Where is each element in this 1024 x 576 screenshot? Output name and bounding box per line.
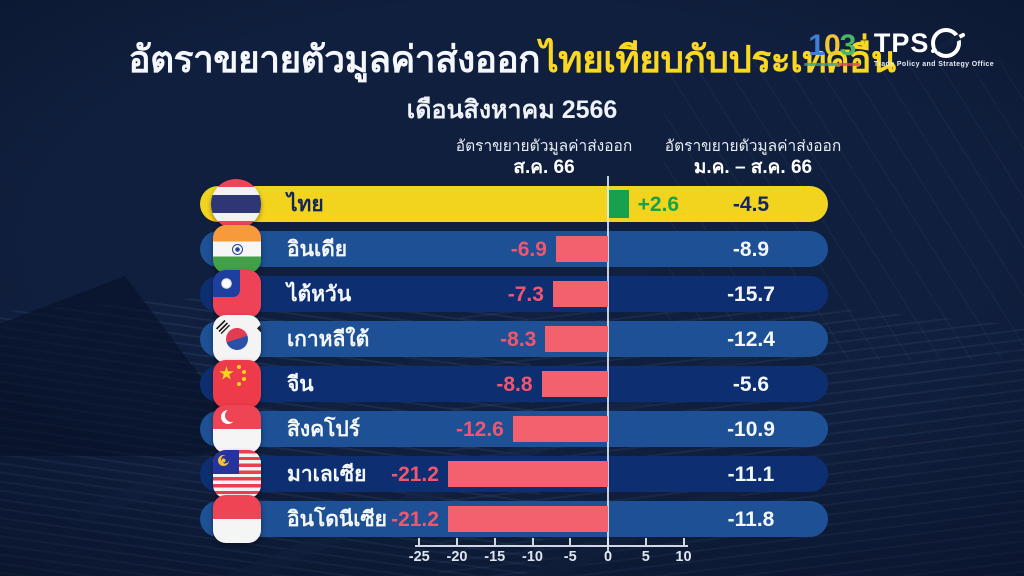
page-title: อัตราขยายตัวมูลค่าส่งออกไทยเทียบกับประเท… xyxy=(0,39,1024,81)
column-header-august-line2: ส.ค. 66 xyxy=(513,157,575,179)
axis-tick xyxy=(456,538,458,546)
aug-growth-bar xyxy=(447,506,608,532)
axis-tick xyxy=(644,538,647,546)
country-flag-icon xyxy=(213,270,261,318)
ytd-growth-value: -8.9 xyxy=(732,238,770,261)
country-label: อินโดนีเซีย xyxy=(287,508,387,531)
country-row: ไทย +2.6 -4.5 xyxy=(0,179,1024,229)
country-flag-icon xyxy=(211,179,261,229)
aug-growth-value: -21.2 xyxy=(391,463,439,486)
column-header-august: อัตราขยายตัวมูลค่าส่งออก ส.ค. 66 xyxy=(418,137,670,180)
aug-growth-bar xyxy=(512,416,608,442)
column-header-ytd-line1: อัตราขยายตัวมูลค่าส่งออก xyxy=(664,138,842,155)
ytd-growth-value: -5.6 xyxy=(732,373,770,396)
country-label: มาเลเซีย xyxy=(287,463,367,486)
tpso-letters: TPS xyxy=(873,27,930,58)
column-header-ytd: อัตราขยายตัวมูลค่าส่งออก ม.ค. – ส.ค. 66 xyxy=(642,137,864,180)
axis-tick xyxy=(493,538,496,546)
logo-group: 103 TPS Trade Policy and Strategy Office xyxy=(803,28,994,68)
aug-growth-bar xyxy=(609,190,629,218)
ytd-growth-value: -4.5 xyxy=(732,193,770,216)
country-label: สิงคโปร์ xyxy=(287,418,361,441)
axis-tick xyxy=(418,538,421,546)
country-label: ไทย xyxy=(287,193,324,216)
aug-growth-bar xyxy=(447,461,608,487)
country-row: ไต้หวัน -7.3 -15.7 xyxy=(0,270,1024,318)
tpso-logo: TPS Trade Policy and Strategy Office xyxy=(874,28,994,68)
digit-1: 1 xyxy=(808,28,825,62)
country-flag-icon xyxy=(213,495,261,543)
country-row: อินโดนีเซีย -21.2 -11.8 xyxy=(0,495,1024,543)
ytd-growth-value: -11.8 xyxy=(727,508,775,531)
aug-growth-value: -12.6 xyxy=(456,418,504,441)
digit-3: 3 xyxy=(839,28,857,62)
country-flag-icon xyxy=(213,315,261,363)
digit-0: 0 xyxy=(823,28,841,62)
zero-axis-line xyxy=(607,176,609,553)
axis-tick-label: 10 xyxy=(675,549,692,565)
title-white-part: อัตราขยายตัวมูลค่าส่งออก xyxy=(128,39,541,80)
aug-growth-bar xyxy=(541,371,608,397)
title-yellow-part: ไทยเทียบกับประเทศอื่น xyxy=(540,39,896,80)
axis-tick xyxy=(531,538,534,546)
tpso-wordmark: TPS xyxy=(874,28,994,58)
country-flag-icon xyxy=(213,360,261,408)
ytd-growth-value: -10.9 xyxy=(727,418,775,441)
country-label: ไต้หวัน xyxy=(287,283,352,306)
aug-growth-value: -8.8 xyxy=(496,373,533,396)
ytd-growth-value: -15.7 xyxy=(727,283,775,306)
country-row: มาเลเซีย -21.2 -11.1 xyxy=(0,450,1024,498)
country-row: อินเดีย -6.9 -8.9 xyxy=(0,225,1024,273)
column-header-august-line1: อัตราขยายตัวมูลค่าส่งออก xyxy=(455,138,633,155)
ytd-growth-value: -11.1 xyxy=(727,463,775,486)
country-flag-icon xyxy=(213,450,261,498)
country-row: เกาหลีใต้ -8.3 -12.4 xyxy=(0,315,1024,363)
aug-growth-bar xyxy=(552,281,608,307)
anniversary-logo-underline xyxy=(803,62,860,66)
axis-tick xyxy=(682,538,685,546)
aug-growth-value: -7.3 xyxy=(507,283,544,306)
country-row: สิงคโปร์ -12.6 -10.9 xyxy=(0,405,1024,453)
column-header-ytd-line2: ม.ค. – ส.ค. 66 xyxy=(693,157,813,179)
country-flag-icon xyxy=(213,405,261,453)
aug-growth-value: -6.9 xyxy=(510,238,547,261)
country-label: เกาหลีใต้ xyxy=(287,328,370,351)
tpso-tagline: Trade Policy and Strategy Office xyxy=(873,61,994,68)
axis-tick xyxy=(569,538,572,546)
country-flag-icon xyxy=(213,225,261,273)
country-label: อินเดีย xyxy=(287,238,348,261)
aug-growth-value: +2.6 xyxy=(637,193,680,216)
ytd-growth-value: -12.4 xyxy=(727,328,775,351)
page-subtitle: เดือนสิงหาคม 2566 xyxy=(406,96,618,124)
tpso-plane-o-icon xyxy=(931,28,962,58)
aug-growth-bar xyxy=(545,326,608,352)
aug-growth-bar xyxy=(555,236,608,262)
aug-growth-value: -8.3 xyxy=(500,328,537,351)
country-row: จีน -8.8 -5.6 xyxy=(0,360,1024,408)
anniversary-103-logo: 103 xyxy=(803,28,860,66)
aug-growth-value: -21.2 xyxy=(391,508,439,531)
country-label: จีน xyxy=(287,373,314,396)
